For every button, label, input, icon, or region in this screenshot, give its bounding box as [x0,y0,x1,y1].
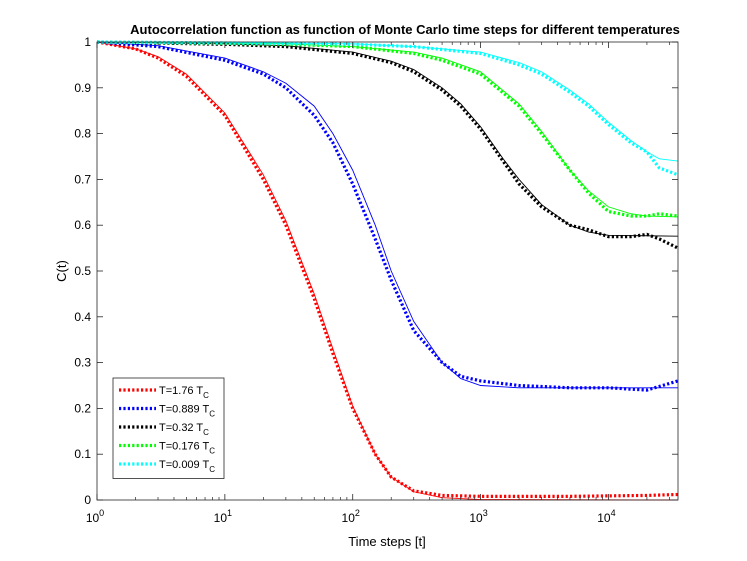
y-axis-label: C(t) [54,260,69,282]
series-fit-line-4 [96,41,679,218]
series-data-line-2 [96,40,679,392]
y-tick-label: 0 [84,493,91,507]
series-layer [96,40,679,501]
x-tick-label: 103 [469,508,487,525]
x-tick-label: 102 [342,508,360,525]
y-tick-label: 0.1 [74,447,91,461]
y-tick-label: 0.3 [74,356,91,370]
y-tick-label: 0.6 [74,218,91,232]
x-tick-label: 104 [597,508,615,525]
x-tick-label: 101 [214,508,232,525]
y-tick-label: 0.4 [74,310,91,324]
legend-box [112,377,225,479]
y-tick-label: 0.5 [74,264,91,278]
series-data-line-4 [96,40,679,218]
y-tick-label: 0.7 [74,172,91,186]
x-axis-label: Time steps [t] [348,534,426,549]
chart-title: Autocorrelation function as function of … [130,22,680,37]
legend: T=1.76 TC T=0.889 TC T=0.32 TC T=0.176 TC T=… [112,377,225,479]
legend-label-3: T=0.32 TC [159,422,209,437]
legend-label-1: T=1.76 TC [159,385,209,400]
y-tick-label: 0.9 [74,81,91,95]
ticks-layer: 100 101 102 103 104 0 0.1 0.2 0.3 0.4 0.5 0.6 0.7 0.8… [74,35,678,525]
legend-label-5: T=0.009 TC [159,459,215,474]
y-tick-label: 0.2 [74,401,91,415]
x-tick-label: 100 [86,508,104,525]
series-data-line-1 [96,40,679,498]
series-data-line-5 [96,40,679,177]
legend-label-4: T=0.176 TC [159,441,215,456]
legend-label-2: T=0.889 TC [159,404,215,419]
y-tick-label: 1 [84,35,91,49]
series-data-line-3 [96,40,679,250]
y-tick-label: 0.8 [74,127,91,141]
series-fit-line-2 [96,41,678,389]
